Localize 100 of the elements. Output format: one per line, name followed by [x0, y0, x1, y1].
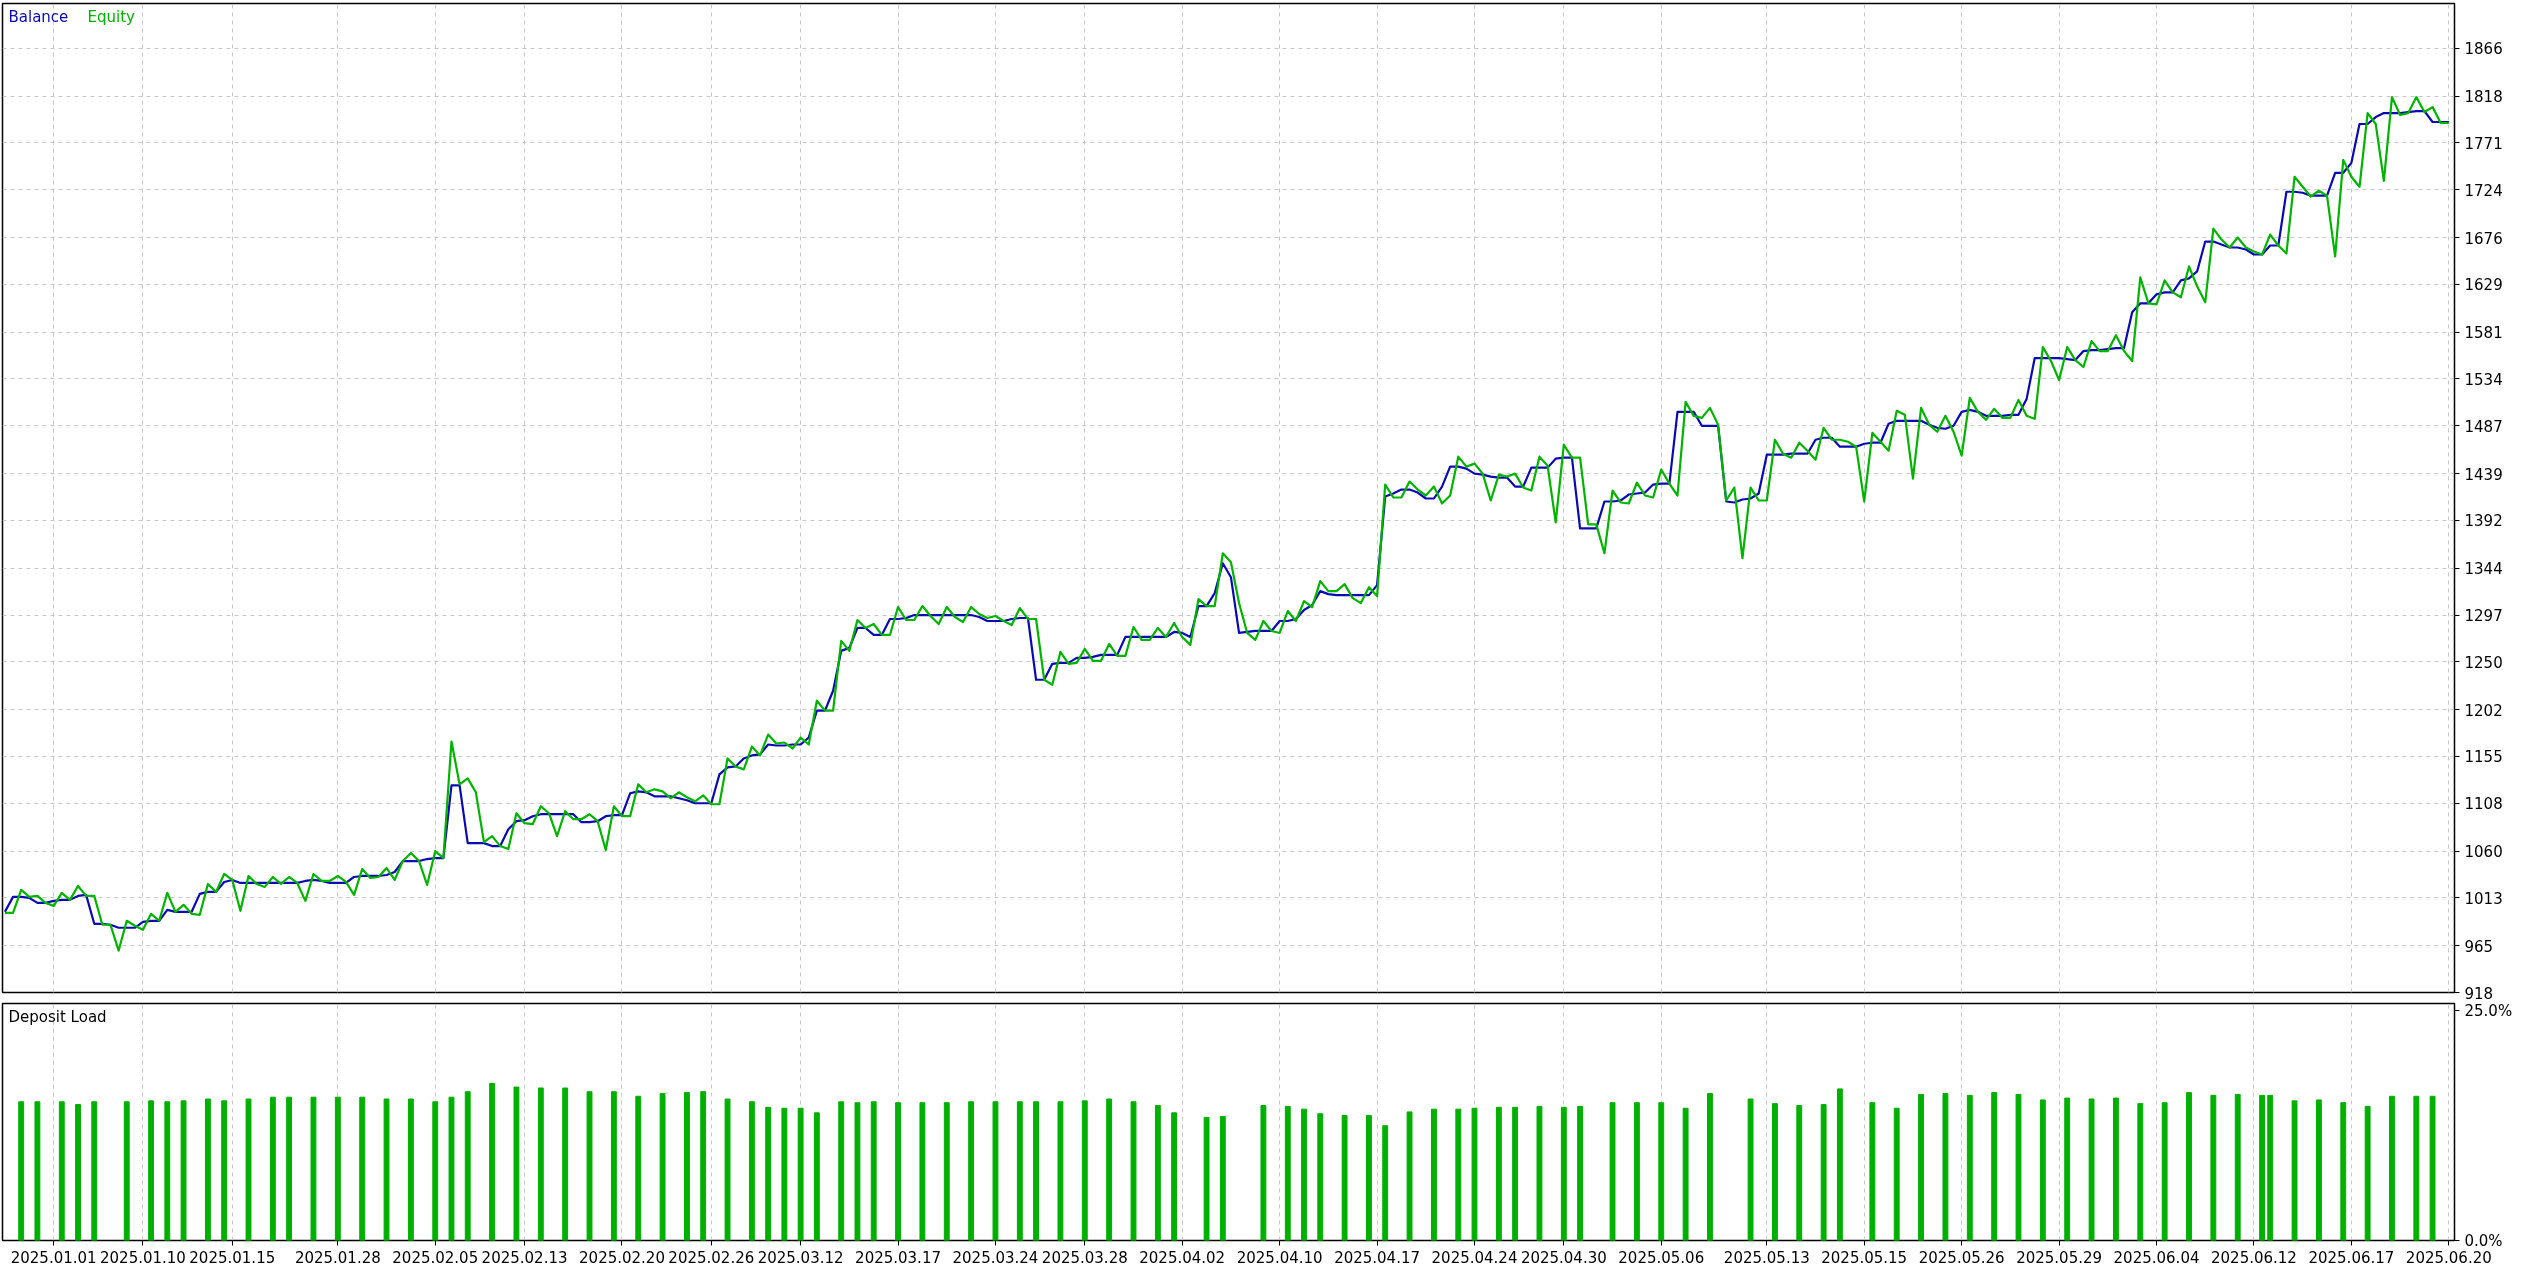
y-tick-label: 1108 — [2464, 795, 2503, 814]
bar — [1260, 1104, 1267, 1241]
bar — [513, 1086, 520, 1241]
bar — [2210, 1094, 2217, 1241]
bar — [221, 1100, 228, 1241]
x-tick-label: 2025.05.26 — [1918, 1248, 2005, 1267]
bar — [765, 1106, 772, 1241]
bar — [2364, 1105, 2371, 1241]
x-tick-label: 2025.06.20 — [2405, 1248, 2492, 1267]
bar — [700, 1091, 707, 1241]
x-tick-label: 2025.01.15 — [189, 1248, 276, 1267]
bar — [1455, 1108, 1462, 1241]
bar — [91, 1101, 98, 1241]
bar — [2291, 1100, 2298, 1241]
chart-title: Deposit Load — [8, 1007, 107, 1026]
x-tick-label: 2025.04.24 — [1431, 1248, 1518, 1267]
text: Balance — [8, 7, 69, 26]
bar — [448, 1096, 455, 1241]
bar — [2137, 1103, 2144, 1241]
bar — [1658, 1102, 1665, 1241]
bar — [943, 1102, 950, 1241]
y-tick-label: 0.0% — [2464, 1231, 2503, 1250]
bar — [2267, 1094, 2274, 1241]
bar — [2259, 1094, 2266, 1241]
bar — [407, 1098, 414, 1241]
bar — [1633, 1102, 1640, 1241]
x-tick-label: 2025.03.17 — [855, 1248, 941, 1267]
bar — [919, 1102, 926, 1241]
x-tick-label: 2025.03.12 — [757, 1248, 844, 1267]
bar — [2015, 1093, 2022, 1241]
bar — [813, 1112, 820, 1241]
bar — [1016, 1101, 1023, 1241]
bar — [1796, 1104, 1803, 1241]
bar — [895, 1102, 901, 1241]
bar — [2234, 1093, 2241, 1241]
bar — [1512, 1106, 1519, 1241]
bar — [464, 1091, 471, 1241]
bar — [2039, 1099, 2046, 1241]
x-tick-label: 2025.06.17 — [2308, 1248, 2395, 1267]
bar — [2340, 1102, 2347, 1241]
bar — [870, 1101, 877, 1241]
bar — [1991, 1092, 1998, 1241]
x-tick-label: 2025.02.05 — [392, 1248, 479, 1267]
bar — [1284, 1105, 1291, 1241]
bar — [58, 1101, 65, 1241]
y-tick-label: 1155 — [2464, 748, 2503, 767]
y-tick-label: 1487 — [2464, 417, 2503, 436]
text: Equity — [87, 7, 136, 26]
bar — [2413, 1095, 2420, 1241]
y-tick-label: 25.0% — [2464, 1001, 2513, 1020]
bar — [310, 1096, 317, 1241]
x-tick-label: 2025.05.13 — [1723, 1248, 1810, 1267]
bar — [1366, 1115, 1372, 1241]
bar — [359, 1096, 366, 1241]
bar — [1536, 1105, 1543, 1241]
y-tick-label: 1534 — [2464, 370, 2503, 389]
x-tick-label: 2025.05.06 — [1618, 1248, 1705, 1267]
y-tick-label: 1724 — [2464, 181, 2503, 200]
x-tick-label: 2025.04.30 — [1520, 1248, 1607, 1267]
bar — [586, 1091, 593, 1241]
bar — [1033, 1101, 1040, 1241]
bar — [2186, 1092, 2192, 1241]
y-tick-label: 1013 — [2464, 889, 2503, 908]
x-tick-label: 2025.01.10 — [100, 1248, 186, 1267]
bar — [1057, 1101, 1064, 1241]
bar — [1471, 1107, 1478, 1241]
bar — [748, 1101, 755, 1241]
bar — [334, 1096, 341, 1241]
bar — [1081, 1100, 1088, 1241]
x-tick-label: 2025.02.20 — [579, 1248, 665, 1267]
bar — [432, 1101, 439, 1241]
bar — [1203, 1116, 1210, 1241]
bar — [245, 1098, 252, 1241]
x-tick-label: 2025.06.12 — [2211, 1248, 2297, 1267]
x-tick-label: 2025.03.28 — [1041, 1248, 1128, 1267]
x-tick-label: 2025.02.13 — [481, 1248, 568, 1267]
x-tick-label: 2025.01.01 — [10, 1248, 97, 1267]
bar — [2315, 1099, 2322, 1241]
x-tick-label: 2025.04.02 — [1139, 1248, 1226, 1267]
bar — [1918, 1093, 1924, 1241]
bar — [34, 1101, 41, 1241]
bar — [164, 1101, 171, 1241]
x-tick-label: 2025.04.10 — [1236, 1248, 1323, 1267]
bar — [1406, 1111, 1413, 1241]
bar — [1382, 1125, 1389, 1241]
bar — [1341, 1115, 1348, 1241]
bar — [1430, 1108, 1437, 1241]
bar — [1577, 1105, 1583, 1241]
bar — [1495, 1106, 1502, 1241]
bar — [1966, 1094, 1973, 1241]
bar — [383, 1098, 390, 1241]
bar — [148, 1100, 155, 1241]
bar — [18, 1101, 25, 1241]
bar — [204, 1098, 211, 1241]
bar — [797, 1107, 804, 1241]
bar — [2389, 1095, 2395, 1241]
bar — [123, 1101, 130, 1241]
bar — [1171, 1112, 1178, 1241]
bar — [724, 1098, 731, 1241]
bar — [1836, 1088, 1843, 1241]
